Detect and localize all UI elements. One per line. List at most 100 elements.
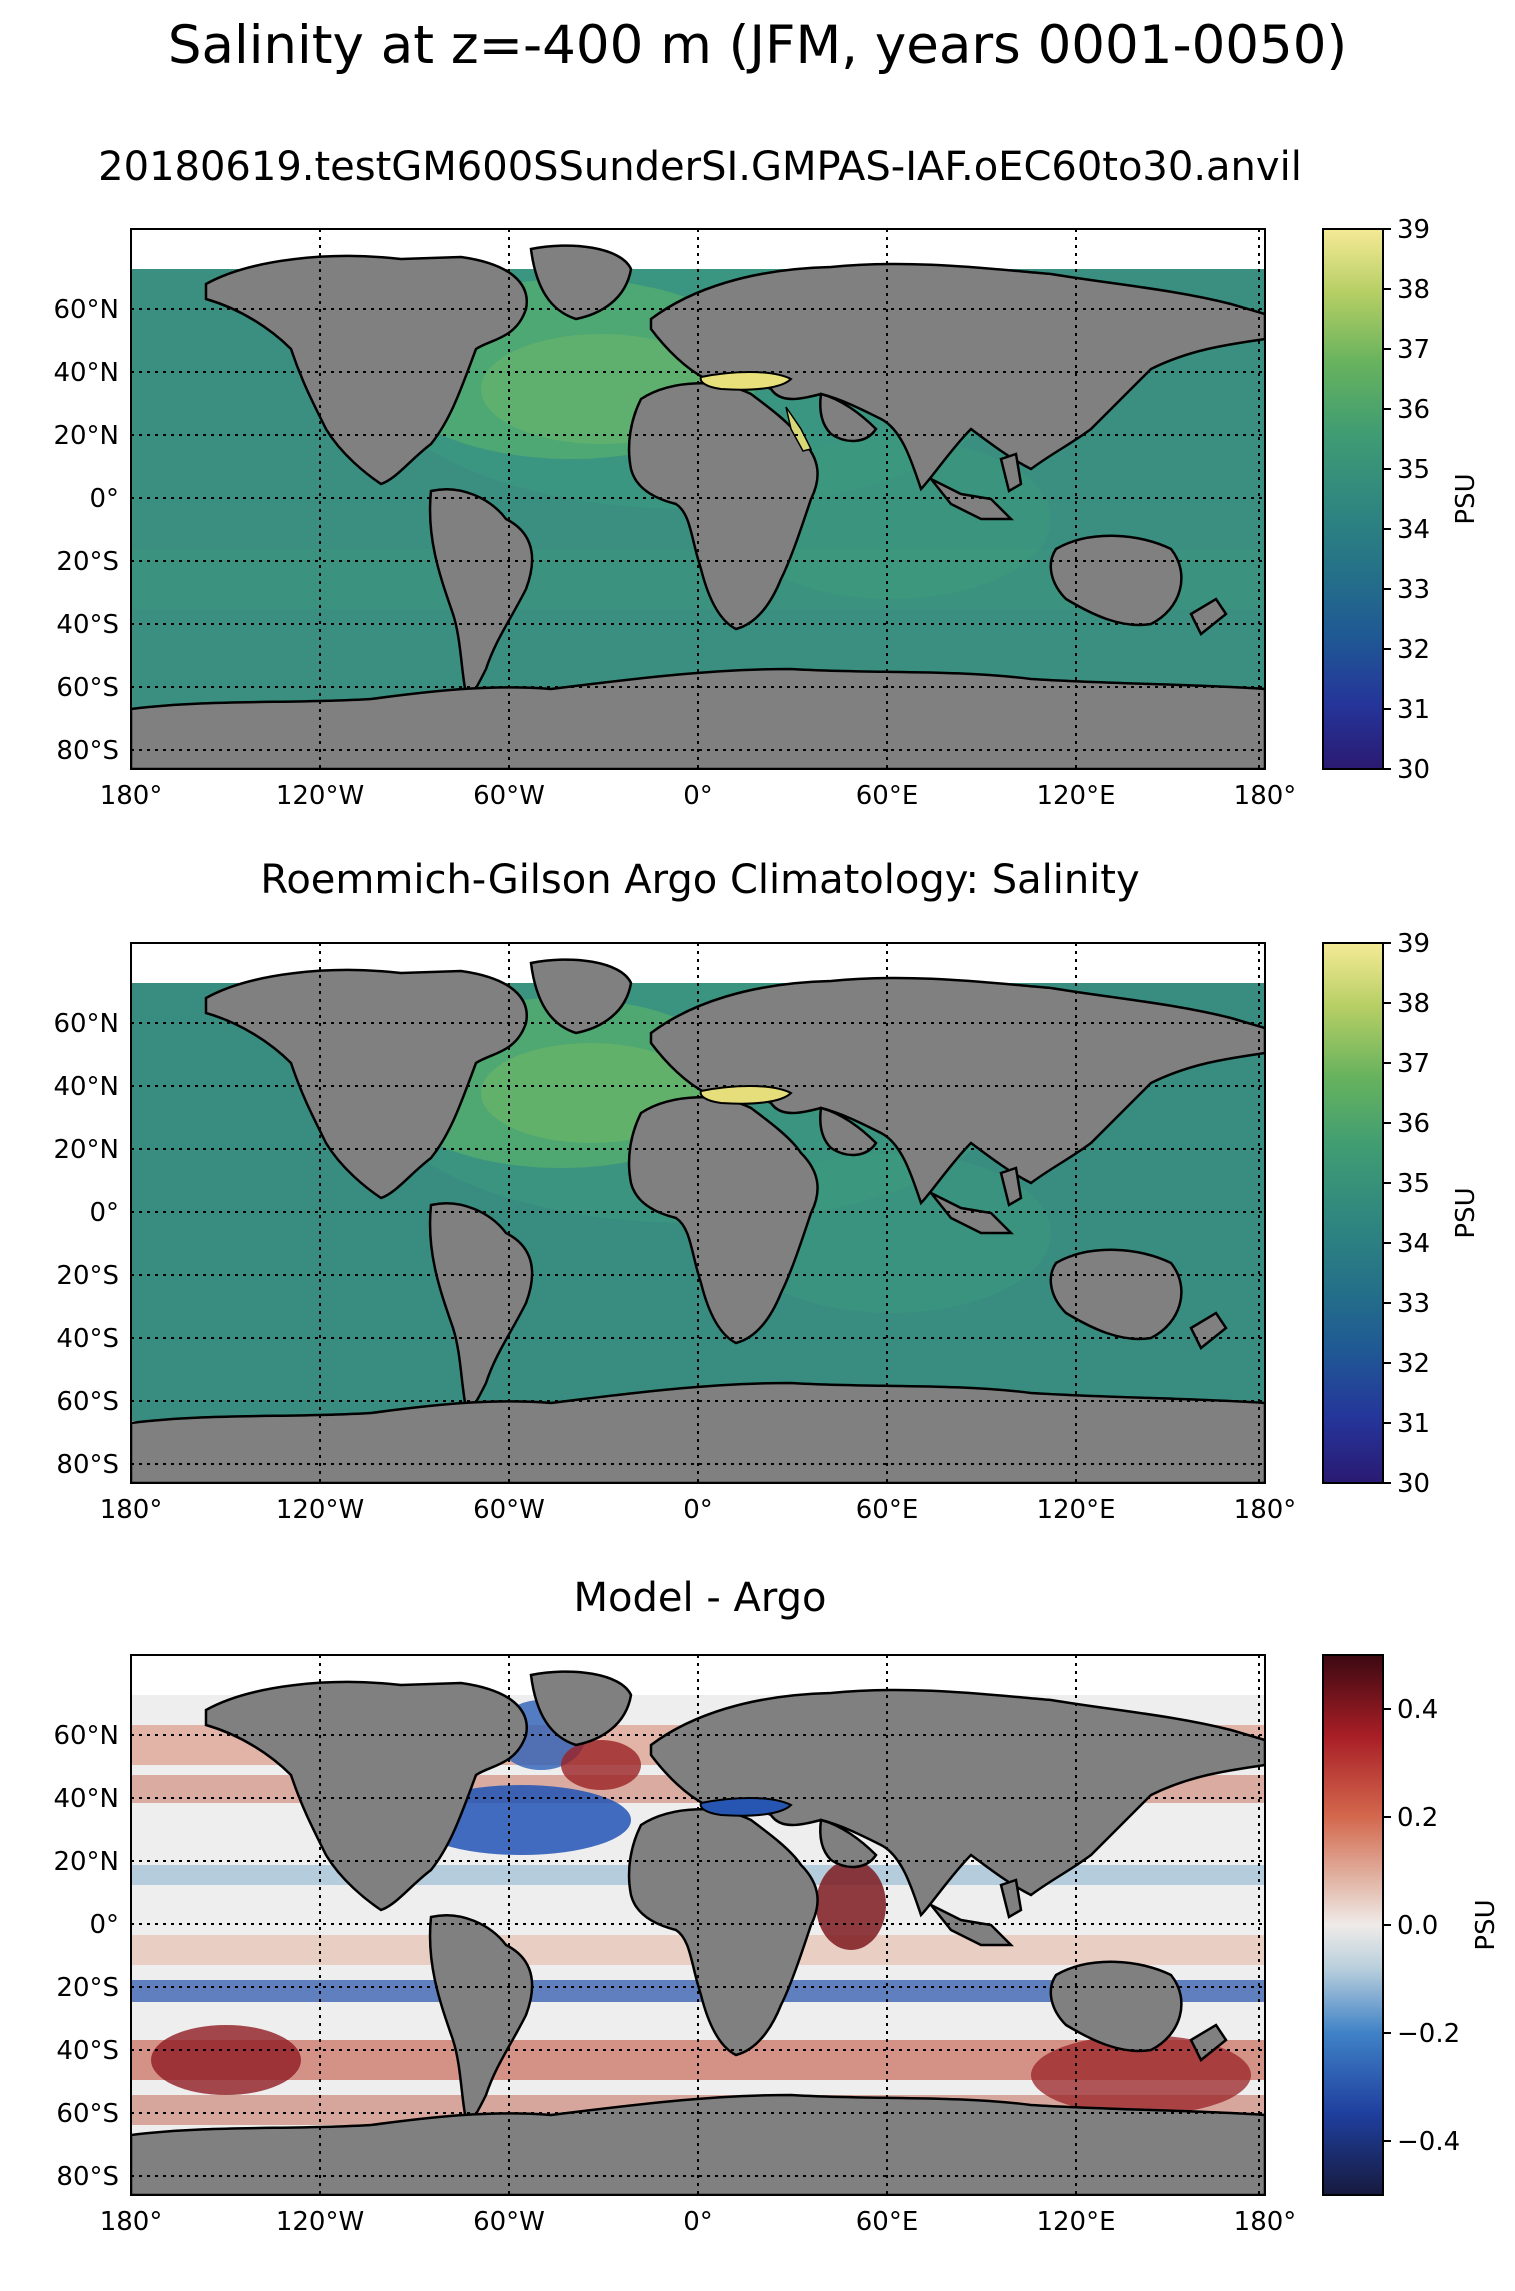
panel-3-map: 60°N 40°N 20°N 0° 20°S 40°S 60°S 80°S 18… xyxy=(53,1654,1501,2237)
mediterranean-sea xyxy=(699,1085,793,1105)
lat-tick-labels: 60°N 40°N 20°N 0° 20°S 40°S 60°S 80°S xyxy=(53,1721,119,2192)
graticule xyxy=(131,229,1265,769)
lat-tick: 0° xyxy=(89,1198,119,1228)
lat-tick: 60°S xyxy=(56,673,119,703)
lat-tick: 20°S xyxy=(56,1261,119,1291)
colorbar-label: PSU xyxy=(1451,1187,1481,1238)
colorbar-tick: 31 xyxy=(1397,695,1430,725)
lat-tick: 0° xyxy=(89,1910,119,1940)
map-frame xyxy=(130,942,1266,1484)
lat-tick: 40°S xyxy=(56,1324,119,1354)
lon-tick: 60°W xyxy=(473,781,545,811)
lat-tick: 20°N xyxy=(53,421,119,451)
colorbar-tick: 30 xyxy=(1397,1469,1430,1499)
lat-tick: 20°S xyxy=(56,547,119,577)
panel-1-title: 20180619.testGM600SSunderSI.GMPAS-IAF.oE… xyxy=(98,144,1302,190)
lon-tick: 0° xyxy=(683,2207,713,2237)
colorbar-1-gradient xyxy=(1322,228,1384,770)
colorbar-tick: 0.0 xyxy=(1397,1911,1438,1941)
red-sea xyxy=(785,406,813,452)
panel-2-title: Roemmich-Gilson Argo Climatology: Salini… xyxy=(260,857,1140,903)
colorbar-tick: 39 xyxy=(1397,929,1430,959)
lat-tick: 60°S xyxy=(56,2099,119,2129)
colorbar-label: PSU xyxy=(1471,1899,1501,1950)
colorbar-tick: 35 xyxy=(1397,1169,1430,1199)
colorbar-tick: 0.4 xyxy=(1397,1695,1438,1725)
lon-tick: 60°W xyxy=(473,2207,545,2237)
graticule xyxy=(131,943,1265,1483)
lat-tick: 40°N xyxy=(53,1072,119,1102)
colorbar-1: 30 31 32 33 34 35 36 37 38 39 PSU xyxy=(1322,215,1481,785)
colorbar-tick: 33 xyxy=(1397,575,1430,605)
colorbar-tick: 38 xyxy=(1397,989,1430,1019)
lat-tick: 60°N xyxy=(53,1721,119,1751)
colorbar-tick: 31 xyxy=(1397,1409,1430,1439)
lon-tick: 120°W xyxy=(276,1495,364,1525)
colorbar-tick: 30 xyxy=(1397,755,1430,785)
lat-tick: 60°S xyxy=(56,1387,119,1417)
lat-tick: 80°S xyxy=(56,736,119,766)
colorbar-label: PSU xyxy=(1451,473,1481,524)
colorbar-tick: −0.2 xyxy=(1397,2019,1460,2049)
lat-tick: 0° xyxy=(89,484,119,514)
panel-1-map: 60°N 40°N 20°N 0° 20°S 40°S 60°S 80°S 18… xyxy=(53,215,1481,811)
lon-tick: 120°E xyxy=(1036,781,1115,811)
lon-tick-labels: 180° 120°W 60°W 0° 60°E 120°E 180° xyxy=(100,1495,1297,1525)
colorbar-tick: 33 xyxy=(1397,1289,1430,1319)
colorbar-tick: 36 xyxy=(1397,395,1430,425)
lat-tick-labels: 60°N 40°N 20°N 0° 20°S 40°S 60°S 80°S xyxy=(53,1009,119,1480)
lon-tick: 120°E xyxy=(1036,1495,1115,1525)
lon-tick: 120°W xyxy=(276,781,364,811)
lat-tick: 20°N xyxy=(53,1847,119,1877)
lat-tick: 60°N xyxy=(53,1009,119,1039)
lon-tick: 60°E xyxy=(856,781,919,811)
lat-tick-labels: 60°N 40°N 20°N 0° 20°S 40°S 60°S 80°S xyxy=(53,295,119,766)
colorbar-tick: 37 xyxy=(1397,335,1430,365)
lon-tick: 0° xyxy=(683,1495,713,1525)
colorbar-tick: 36 xyxy=(1397,1109,1430,1139)
colorbar-tick: 38 xyxy=(1397,275,1430,305)
lat-tick: 40°S xyxy=(56,610,119,640)
lon-tick: 120°E xyxy=(1036,2207,1115,2237)
colorbar-tick: 34 xyxy=(1397,515,1430,545)
figure-title: Salinity at z=-400 m (JFM, years 0001-00… xyxy=(167,15,1348,76)
lon-tick-labels: 180° 120°W 60°W 0° 60°E 120°E 180° xyxy=(100,781,1297,811)
lat-tick: 80°S xyxy=(56,2162,119,2192)
lon-tick: 180° xyxy=(100,2207,163,2237)
lon-tick: 180° xyxy=(1234,1495,1297,1525)
colorbar-tick: 34 xyxy=(1397,1229,1430,1259)
lon-tick: 180° xyxy=(100,781,163,811)
colorbar-3: −0.4 −0.2 0.0 0.2 0.4 PSU xyxy=(1322,1654,1501,2196)
colorbar-2: 30 31 32 33 34 35 36 37 38 39 PSU xyxy=(1322,929,1481,1499)
colorbar-tick: 0.2 xyxy=(1397,1803,1438,1833)
lat-tick: 20°S xyxy=(56,1973,119,2003)
colorbar-tick: −0.4 xyxy=(1397,2127,1460,2157)
colorbar-tick: 37 xyxy=(1397,1049,1430,1079)
lon-tick: 60°E xyxy=(856,2207,919,2237)
mediterranean-sea xyxy=(699,1797,793,1817)
lon-tick: 60°E xyxy=(856,1495,919,1525)
colorbar-tick: 32 xyxy=(1397,1349,1430,1379)
colorbar-tick: 39 xyxy=(1397,215,1430,245)
lat-tick: 80°S xyxy=(56,1450,119,1480)
map-frame xyxy=(130,228,1266,770)
colorbar-tick: 32 xyxy=(1397,635,1430,665)
lon-tick: 60°W xyxy=(473,1495,545,1525)
lon-tick: 180° xyxy=(100,1495,163,1525)
lat-tick: 20°N xyxy=(53,1135,119,1165)
lon-tick: 180° xyxy=(1234,781,1297,811)
colorbar-3-gradient xyxy=(1322,1654,1384,2196)
panel-3-title: Model - Argo xyxy=(573,1575,827,1621)
colorbar-tick: 35 xyxy=(1397,455,1430,485)
graticule xyxy=(131,1655,1265,2195)
lon-tick: 0° xyxy=(683,781,713,811)
lat-tick: 60°N xyxy=(53,295,119,325)
lat-tick: 40°N xyxy=(53,358,119,388)
lat-tick: 40°S xyxy=(56,2036,119,2066)
lat-tick: 40°N xyxy=(53,1784,119,1814)
lon-tick-labels: 180° 120°W 60°W 0° 60°E 120°E 180° xyxy=(100,2207,1297,2237)
map-frame xyxy=(130,1654,1266,2196)
lon-tick: 180° xyxy=(1234,2207,1297,2237)
panel-2-map: 60°N 40°N 20°N 0° 20°S 40°S 60°S 80°S 18… xyxy=(53,929,1481,1525)
mediterranean-sea xyxy=(699,371,793,391)
